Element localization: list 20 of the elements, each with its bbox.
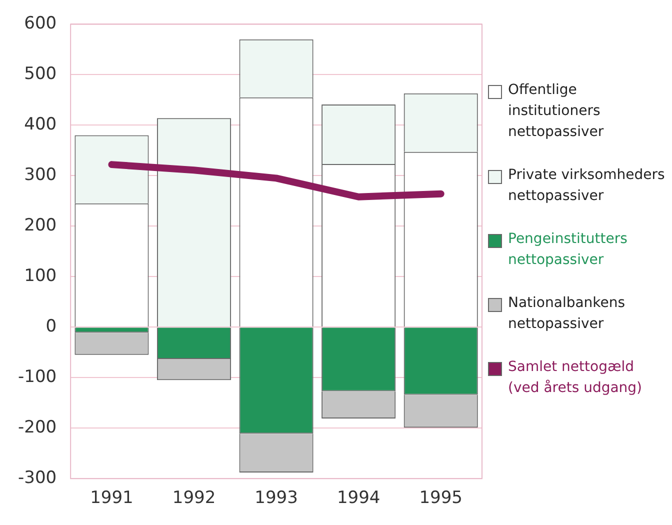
legend-label: Nationalbankens nettopassiver <box>508 294 626 334</box>
text: Private virksomheders nettopassiver <box>508 166 665 206</box>
y-tick-label: 100 <box>24 266 57 286</box>
x-tick-label: 1992 <box>172 488 216 508</box>
y-tick-label: -300 <box>18 468 57 488</box>
y-tick-label: -200 <box>18 418 57 438</box>
y-tick-label: 600 <box>24 14 57 34</box>
x-tick-label: 1995 <box>419 488 462 508</box>
y-tick-label: 200 <box>24 216 57 236</box>
legend-label: Pengeinstitutters nettopassiver <box>508 230 628 270</box>
legend-label: Samlet nettogæld (ved årets udgang) <box>508 358 642 398</box>
y-tick-label: 0 <box>46 316 57 337</box>
x-tick-label: 1993 <box>254 488 298 508</box>
x-tick-label: 1991 <box>90 488 134 508</box>
y-tick-label: 400 <box>24 114 57 135</box>
y-tick-label: -100 <box>18 367 57 388</box>
y-tick-label: 300 <box>24 165 57 186</box>
text: Offentlige institutioners nettopassiver <box>508 81 605 142</box>
x-tick-label: 1994 <box>336 488 380 508</box>
y-tick-label: 500 <box>24 64 57 84</box>
